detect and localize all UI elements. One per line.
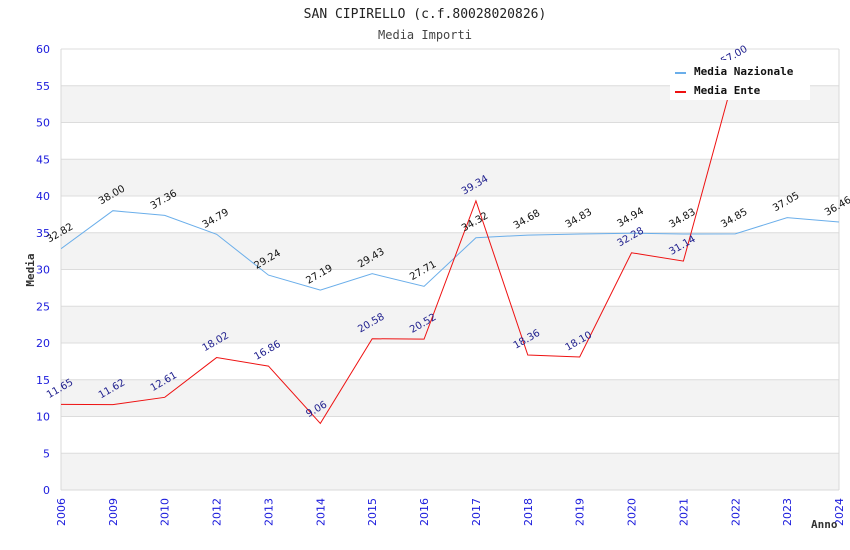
y-tick-label: 0 xyxy=(43,484,50,497)
x-tick-label: 2012 xyxy=(211,498,224,526)
data-label: 34.83 xyxy=(564,207,594,231)
grid-band xyxy=(61,453,839,490)
y-tick-label: 25 xyxy=(36,300,50,313)
x-tick-label: 2020 xyxy=(626,498,639,526)
x-tick-label: 2015 xyxy=(366,498,379,526)
legend-label-media-nazionale: Media Nazionale xyxy=(694,65,794,78)
x-tick-label: 2022 xyxy=(729,498,742,526)
x-tick-label: 2006 xyxy=(55,498,68,526)
series-line-media-nazionale xyxy=(61,210,840,291)
series-lines xyxy=(61,70,840,425)
axes xyxy=(60,49,840,491)
chart-subtitle: Media Importi xyxy=(378,28,472,42)
x-tick-label: 2009 xyxy=(107,498,120,526)
x-tick-label: 2010 xyxy=(159,498,172,526)
y-tick-label: 20 xyxy=(36,337,50,350)
y-tick-label: 35 xyxy=(36,227,50,240)
x-tick-label: 2023 xyxy=(781,498,794,526)
x-tick-label: 2019 xyxy=(574,498,587,526)
y-tick-label: 60 xyxy=(36,43,50,56)
y-tick-label: 30 xyxy=(36,264,50,277)
y-tick-label: 50 xyxy=(36,117,50,130)
x-tick-label: 2017 xyxy=(470,498,483,526)
y-tick-labels: 0 5 10 15 20 25 30 35 40 45 50 55 60 xyxy=(36,43,50,497)
data-label: 36.46 xyxy=(823,195,850,219)
x-tick-labels: 2006 2009 2010 2012 2013 2014 2015 2016 2017 2018… xyxy=(55,498,846,526)
y-axis-label: Media xyxy=(24,253,37,286)
grid-band xyxy=(61,159,839,196)
data-label: 34.94 xyxy=(616,206,646,230)
x-tick-label: 2016 xyxy=(418,498,431,526)
background-bands xyxy=(61,85,839,490)
y-tick-label: 55 xyxy=(36,80,50,93)
y-tick-label: 45 xyxy=(36,153,50,166)
grid-band xyxy=(61,232,839,270)
x-axis-label: Anno xyxy=(811,518,838,531)
legend: Media Nazionale Media Ente xyxy=(670,60,810,100)
series-line-media-ente xyxy=(61,70,736,425)
x-tick-label: 2014 xyxy=(314,498,327,526)
data-label: 34.85 xyxy=(719,207,749,231)
y-tick-label: 40 xyxy=(36,190,50,203)
x-tick-label: 2021 xyxy=(677,498,690,526)
grid-band xyxy=(61,306,839,343)
y-tick-label: 10 xyxy=(36,411,50,424)
grid-band xyxy=(61,379,839,417)
x-tick-label: 2018 xyxy=(522,498,535,526)
legend-label-media-ente: Media Ente xyxy=(694,84,761,97)
x-tick-label: 2024 xyxy=(833,498,846,526)
data-label: 34.68 xyxy=(512,208,542,232)
legend-box xyxy=(670,60,810,100)
gridlines xyxy=(61,48,839,491)
data-label: 34.79 xyxy=(201,207,231,231)
x-tick-label: 2013 xyxy=(262,498,275,526)
y-tick-label: 5 xyxy=(43,447,50,460)
y-tick-label: 15 xyxy=(36,374,50,387)
chart-title: SAN CIPIRELLO (c.f.80028020826) xyxy=(304,7,547,22)
